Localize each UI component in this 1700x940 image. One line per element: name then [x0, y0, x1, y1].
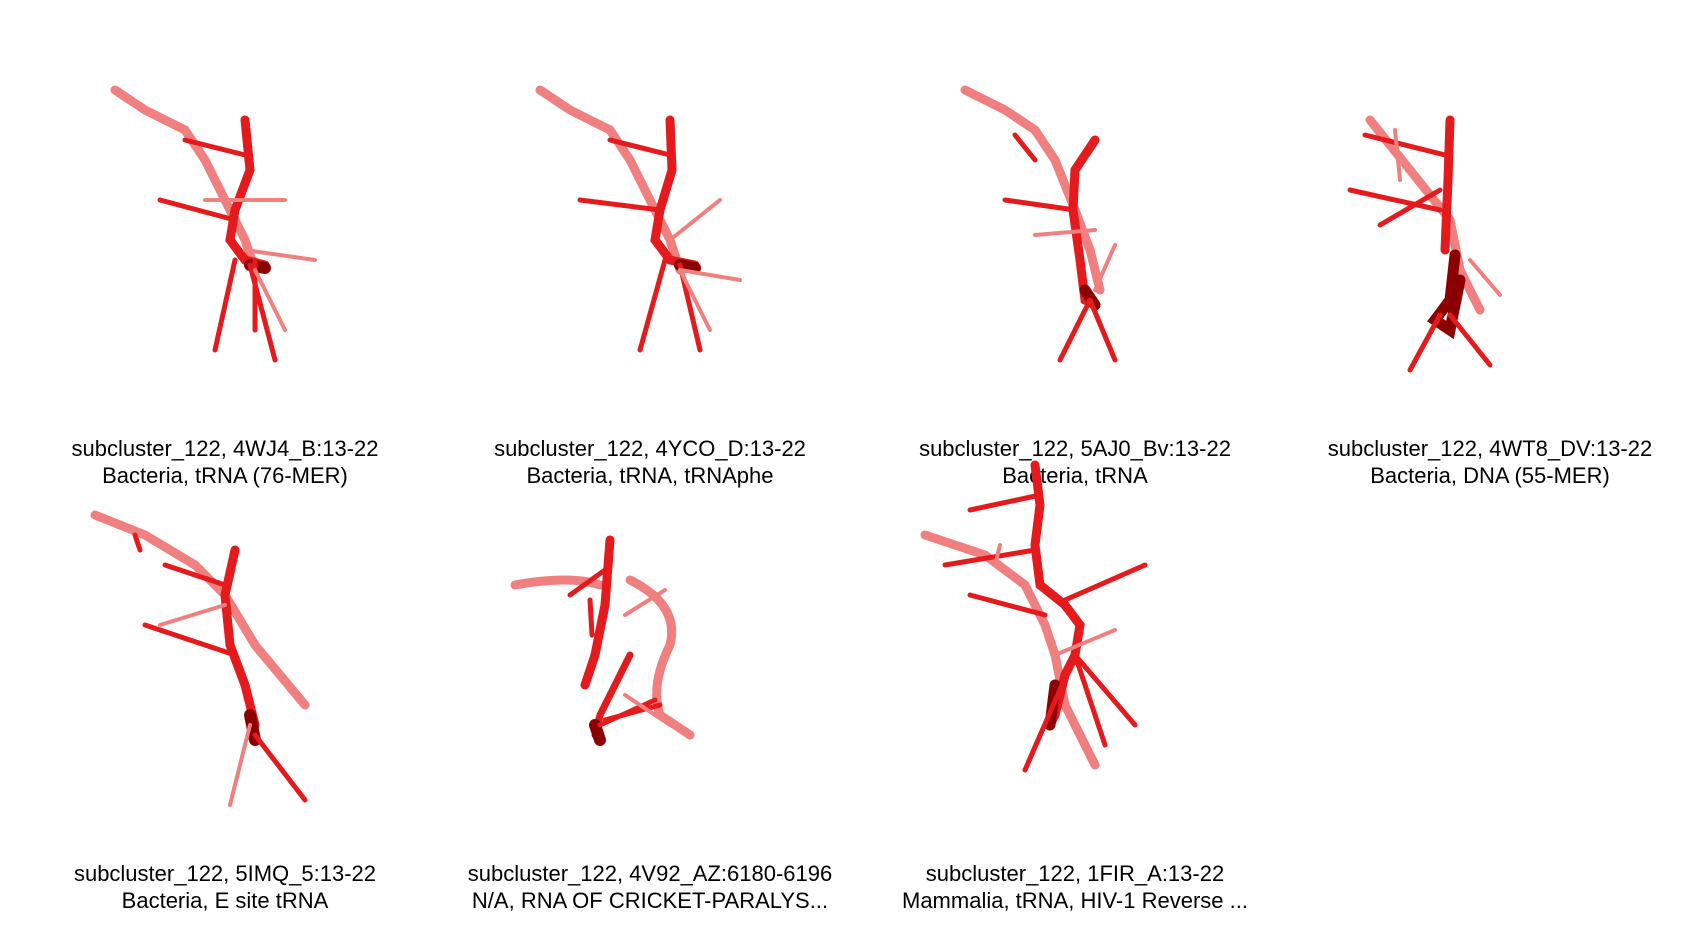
- structure-panel-7: subcluster_122, 1FIR_A:13-22 Mammalia, t…: [865, 460, 1285, 935]
- panel-subtitle: Bacteria, tRNA: [1002, 463, 1148, 488]
- structure-panel-1: subcluster_122, 4WJ4_B:13-22 Bacteria, t…: [15, 40, 435, 510]
- panel-title: subcluster_122, 4WT8_DV:13-22: [1327, 436, 1653, 461]
- rna-structure-image: [960, 85, 1118, 363]
- panel-subtitle: N/A, RNA OF CRICKET-PARALYS...: [471, 888, 829, 913]
- structure-panel-2: subcluster_122, 4YCO_D:13-22 Bacteria, t…: [440, 40, 860, 510]
- rna-structure-image: [90, 510, 310, 807]
- panel-subtitle: Bacteria, DNA (55-MER): [1370, 463, 1610, 488]
- panel-caption: subcluster_122, 5AJ0_Bv:13-22 Bacteria, …: [865, 435, 1285, 489]
- panel-subtitle: Bacteria, tRNA, tRNAphe: [526, 463, 774, 488]
- panel-caption: subcluster_122, 1FIR_A:13-22 Mammalia, t…: [865, 860, 1285, 914]
- structure-panel-4: subcluster_122, 4WT8_DV:13-22 Bacteria, …: [1280, 40, 1700, 510]
- panel-title: subcluster_122, 1FIR_A:13-22: [925, 861, 1225, 886]
- rna-structure-image: [110, 85, 317, 363]
- panel-subtitle: Bacteria, tRNA (76-MER): [102, 463, 348, 488]
- panel-caption: subcluster_122, 5IMQ_5:13-22 Bacteria, E…: [15, 860, 435, 914]
- panel-title: subcluster_122, 4WJ4_B:13-22: [71, 436, 379, 461]
- structure-panel-3: subcluster_122, 5AJ0_Bv:13-22 Bacteria, …: [865, 40, 1285, 510]
- panel-subtitle: Mammalia, tRNA, HIV-1 Reverse ...: [902, 888, 1248, 913]
- rna-structure-image: [920, 460, 1148, 773]
- panel-title: subcluster_122, 4YCO_D:13-22: [494, 436, 806, 461]
- panel-title: subcluster_122, 5IMQ_5:13-22: [73, 861, 377, 886]
- panel-title: subcluster_122, 4V92_AZ:6180-6196: [467, 861, 833, 886]
- panel-caption: subcluster_122, 4V92_AZ:6180-6196 N/A, R…: [440, 860, 860, 914]
- panel-title: subcluster_122, 5AJ0_Bv:13-22: [919, 436, 1231, 461]
- panel-caption: subcluster_122, 4WJ4_B:13-22 Bacteria, t…: [15, 435, 435, 489]
- panel-caption: subcluster_122, 4WT8_DV:13-22 Bacteria, …: [1280, 435, 1700, 489]
- structure-panel-5: subcluster_122, 5IMQ_5:13-22 Bacteria, E…: [15, 465, 435, 935]
- panel-caption: subcluster_122, 4YCO_D:13-22 Bacteria, t…: [440, 435, 860, 489]
- rna-structure-image: [535, 85, 742, 353]
- structure-panel-6: subcluster_122, 4V92_AZ:6180-6196 N/A, R…: [440, 465, 860, 935]
- rna-structure-image: [1347, 115, 1502, 373]
- panel-subtitle: Bacteria, E site tRNA: [121, 888, 329, 913]
- rna-structure-image: [510, 535, 695, 746]
